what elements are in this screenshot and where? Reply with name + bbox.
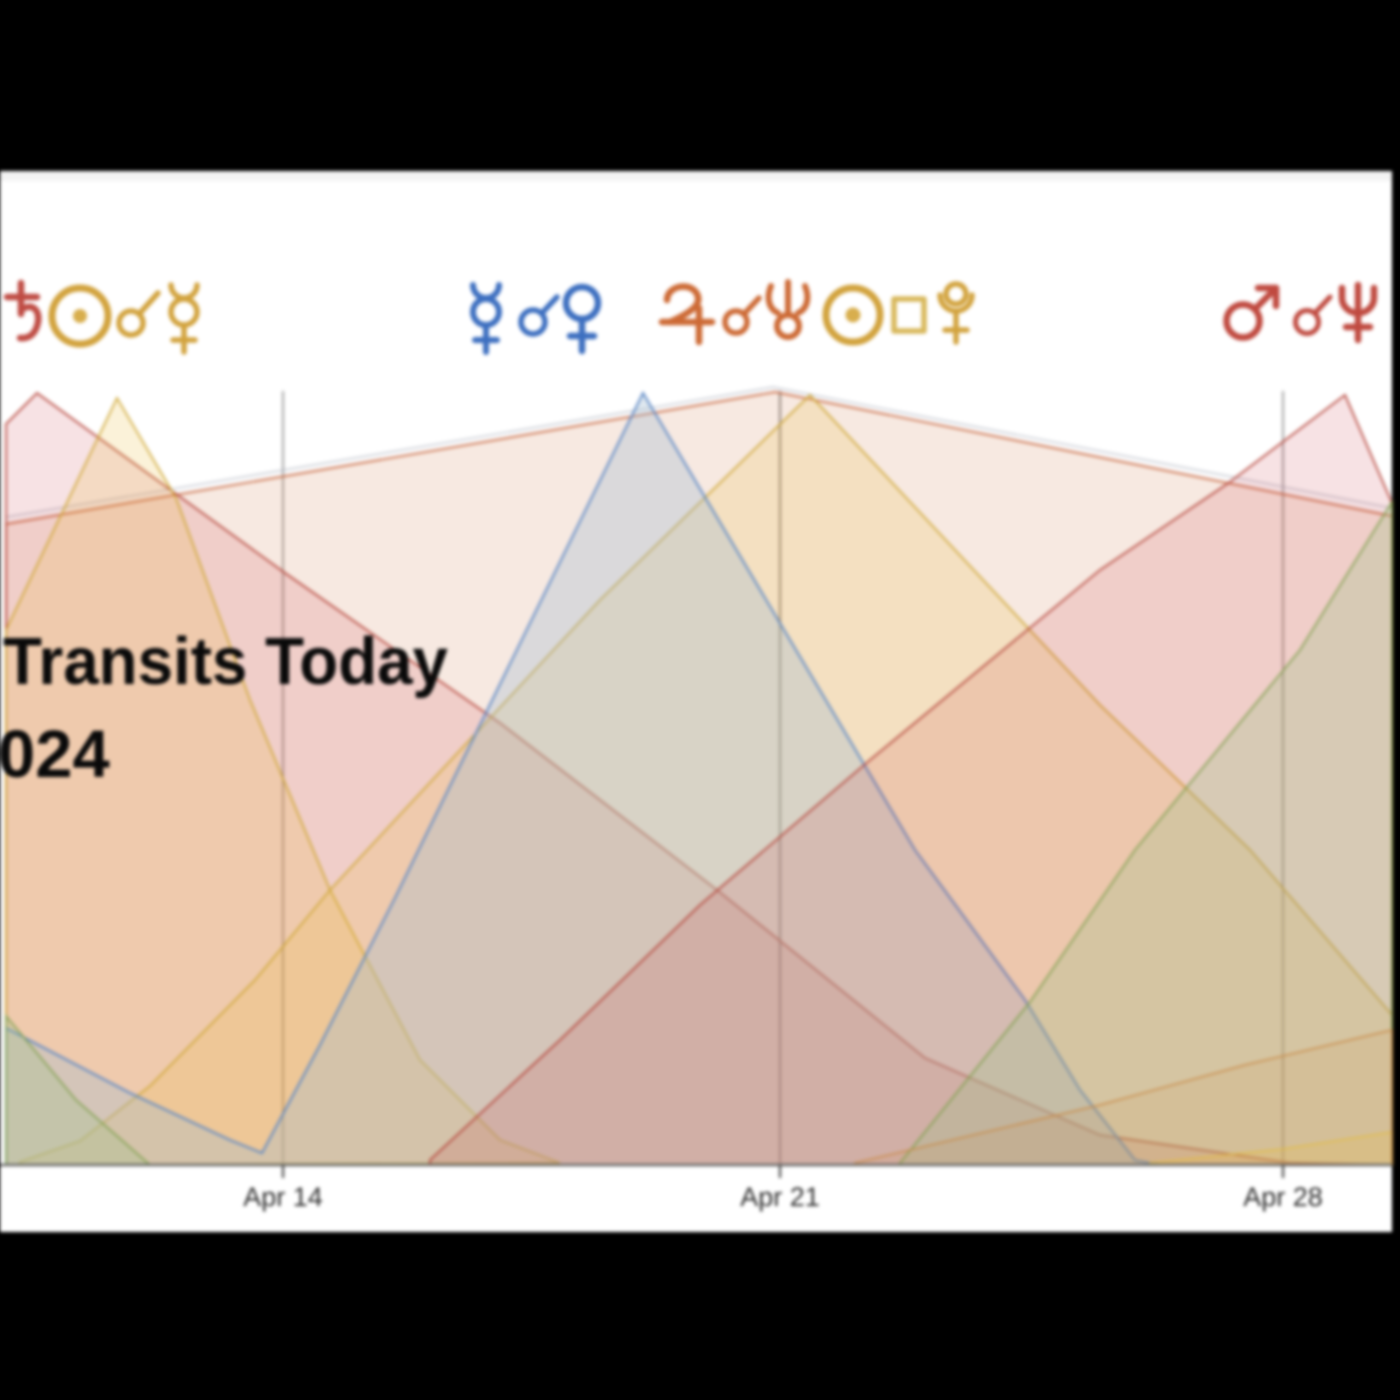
svg-text:Apr 21: Apr 21 xyxy=(740,1182,820,1212)
svg-text:024: 024 xyxy=(0,717,110,792)
svg-text:Transits Today: Transits Today xyxy=(3,624,448,699)
svg-text:Apr 28: Apr 28 xyxy=(1243,1182,1323,1212)
svg-text:Apr 14: Apr 14 xyxy=(243,1182,323,1212)
